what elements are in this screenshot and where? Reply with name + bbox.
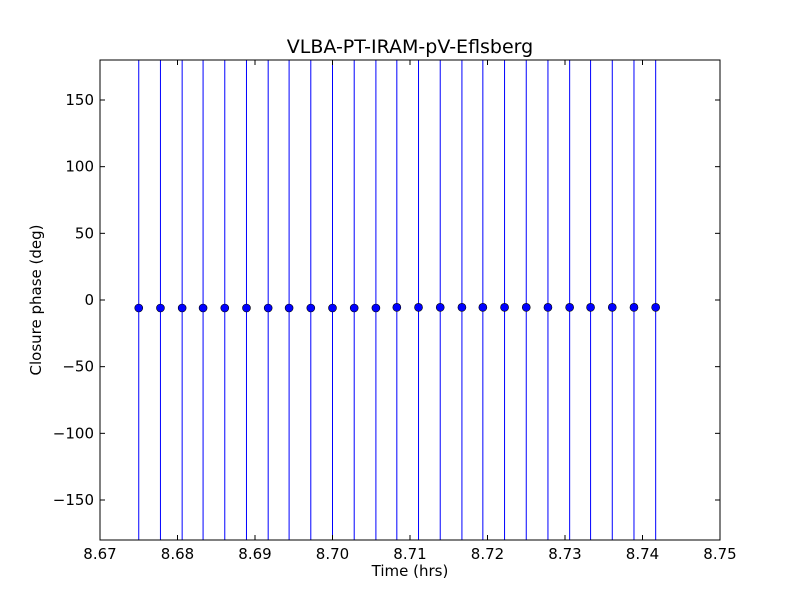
data-point [629,303,639,312]
x-tick-label: 8.69 [238,545,271,563]
y-tick-label: 50 [75,224,94,242]
data-point [607,303,617,312]
y-tick-label: 100 [65,158,94,176]
data-point [306,303,316,313]
data-point [263,303,273,313]
data-point [392,303,402,312]
data-point [414,303,423,312]
y-tick-label: −100 [53,424,94,442]
data-point [521,303,531,312]
x-axis-ticks: 8.67 8.68 8.69 8.70 8.71 8.72 8.73 8.74 8.75 [83,60,737,563]
data-point [651,303,660,312]
data-point [328,303,337,313]
data-point [198,303,208,313]
y-axis-ticks: 150 100 50 0 −50 −100 −150 [53,91,720,509]
data-point [435,303,445,312]
x-tick-label: 8.68 [161,545,194,563]
x-tick-label: 8.67 [83,545,116,563]
y-tick-label: 150 [65,91,94,109]
data-point [457,303,467,312]
y-tick-label: −150 [53,491,94,509]
data-point [565,303,574,312]
data-point [543,303,553,312]
data-point [478,303,488,312]
data-point [371,303,381,313]
chart-title: VLBA-PT-IRAM-pV-Eflsberg [287,36,533,58]
data-point [134,303,144,313]
y-axis-label: Closure phase (deg) [27,225,45,376]
x-tick-label: 8.74 [626,545,659,563]
data-point [220,303,230,313]
x-tick-label: 8.71 [393,545,426,563]
data-point [500,303,509,312]
data-point [349,303,359,313]
data-point [586,303,595,312]
x-tick-label: 8.70 [316,545,349,563]
y-tick-label: −50 [62,358,94,376]
data-point [156,303,165,313]
data-point [242,303,251,313]
x-tick-label: 8.72 [471,545,504,563]
y-tick-label: 0 [84,291,94,309]
data-point [177,303,187,313]
errorbar-group [138,60,657,540]
x-axis-label: Time (hrs) [371,562,449,580]
x-tick-label: 8.75 [703,545,736,563]
data-point [284,303,294,313]
x-tick-label: 8.73 [548,545,581,563]
plot-area-frame [99,59,721,541]
data-point-group [134,303,660,313]
